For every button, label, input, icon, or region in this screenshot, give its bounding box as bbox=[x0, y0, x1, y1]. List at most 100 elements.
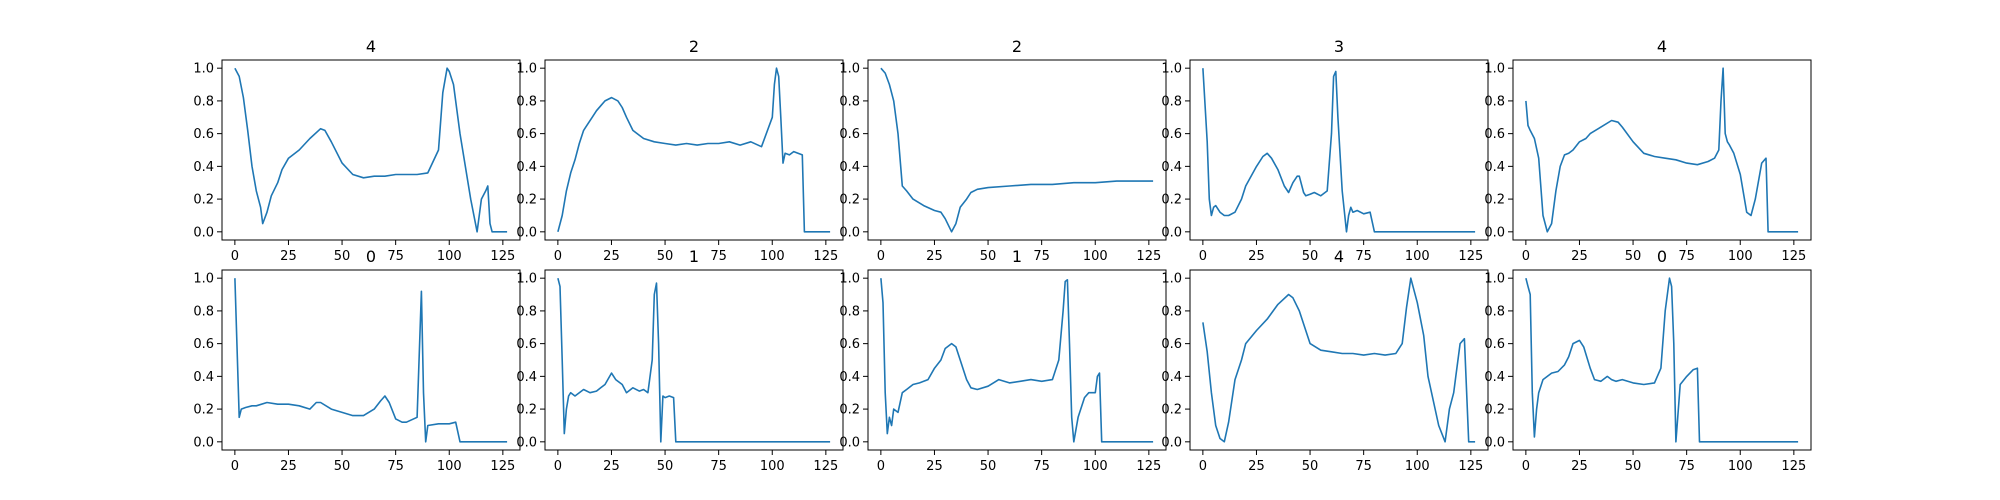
x-tick-label: 75 bbox=[1033, 249, 1050, 264]
x-tick-label: 25 bbox=[1248, 459, 1265, 474]
axes-frame bbox=[1189, 59, 1489, 241]
x-tick-label: 100 bbox=[760, 459, 785, 474]
x-tick-label: 125 bbox=[490, 249, 515, 264]
x-tick-label: 75 bbox=[1355, 249, 1372, 264]
series-line bbox=[557, 278, 831, 443]
x-tick-label: 50 bbox=[657, 459, 674, 474]
subplot-title: 0 bbox=[1657, 247, 1667, 266]
subplot-5: 4 0 25 50 75 100 125 0.0 0.2 0.4 0.6 0.8 1.0 bbox=[1484, 37, 1812, 264]
y-tick-label: 0.2 bbox=[1161, 403, 1182, 418]
x-tick-label: 0 bbox=[231, 459, 239, 474]
y-tick-label: 0.8 bbox=[1161, 304, 1182, 319]
x-tick-label: 0 bbox=[1522, 249, 1530, 264]
y-tick-label: 0.4 bbox=[1161, 160, 1182, 175]
y-tick-label: 0.2 bbox=[193, 193, 214, 208]
y-tick-label: 1.0 bbox=[1161, 62, 1182, 77]
y-tick-label: 0.6 bbox=[516, 337, 537, 352]
y-tick-label: 0.8 bbox=[516, 304, 537, 319]
x-tick-label: 50 bbox=[980, 249, 997, 264]
y-tick-label: 1.0 bbox=[193, 272, 214, 287]
y-tick-label: 0.6 bbox=[839, 337, 860, 352]
y-tick-label: 1.0 bbox=[1484, 272, 1505, 287]
y-tick-label: 0.6 bbox=[1484, 127, 1505, 142]
x-tick-label: 75 bbox=[387, 459, 404, 474]
y-tick-label: 0.8 bbox=[193, 94, 214, 109]
y-tick-label: 0.6 bbox=[839, 127, 860, 142]
x-tick-label: 25 bbox=[926, 459, 943, 474]
y-tick-label: 0.2 bbox=[839, 193, 860, 208]
y-tick-label: 0.0 bbox=[193, 225, 214, 240]
x-tick-label: 100 bbox=[1083, 249, 1108, 264]
x-tick-label: 125 bbox=[1136, 459, 1161, 474]
y-tick-label: 0.0 bbox=[1484, 435, 1505, 450]
x-tick-label: 25 bbox=[603, 249, 620, 264]
x-tick-label: 75 bbox=[1678, 459, 1695, 474]
series-line bbox=[880, 67, 1154, 233]
axes-frame bbox=[544, 59, 844, 241]
y-tick-label: 0.8 bbox=[1484, 94, 1505, 109]
y-tick-label: 0.6 bbox=[1161, 127, 1182, 142]
y-tick-label: 1.0 bbox=[193, 62, 214, 77]
x-tick-label: 100 bbox=[437, 249, 462, 264]
subplot-8: 1 0 25 50 75 100 125 0.0 0.2 0.4 0.6 0.8 1.0 bbox=[839, 247, 1167, 474]
y-tick-label: 0.6 bbox=[1484, 337, 1505, 352]
y-tick-label: 0.4 bbox=[516, 370, 537, 385]
x-tick-label: 125 bbox=[490, 459, 515, 474]
y-tick-label: 0.4 bbox=[1161, 370, 1182, 385]
x-tick-label: 0 bbox=[231, 249, 239, 264]
x-tick-label: 125 bbox=[1781, 249, 1806, 264]
subplot-title: 1 bbox=[1012, 247, 1022, 266]
y-tick-label: 0.4 bbox=[193, 160, 214, 175]
y-tick-label: 0.8 bbox=[839, 304, 860, 319]
series-line bbox=[234, 67, 508, 233]
series-line bbox=[1525, 67, 1799, 233]
x-tick-label: 125 bbox=[1781, 459, 1806, 474]
x-tick-label: 0 bbox=[877, 249, 885, 264]
x-tick-label: 25 bbox=[1248, 249, 1265, 264]
x-tick-label: 0 bbox=[1199, 459, 1207, 474]
subplot-10: 0 0 25 50 75 100 125 0.0 0.2 0.4 0.6 0.8 1.0 bbox=[1484, 247, 1812, 474]
y-tick-label: 0.2 bbox=[516, 403, 537, 418]
series-line bbox=[880, 278, 1154, 443]
y-tick-label: 0.0 bbox=[193, 435, 214, 450]
x-tick-label: 0 bbox=[554, 249, 562, 264]
x-tick-label: 75 bbox=[710, 249, 727, 264]
y-tick-label: 1.0 bbox=[839, 272, 860, 287]
x-tick-label: 25 bbox=[280, 249, 297, 264]
x-tick-label: 125 bbox=[1458, 459, 1483, 474]
x-tick-label: 100 bbox=[760, 249, 785, 264]
x-tick-label: 125 bbox=[813, 459, 838, 474]
subplot-title: 2 bbox=[689, 37, 699, 56]
y-tick-label: 0.4 bbox=[193, 370, 214, 385]
series-line bbox=[234, 278, 508, 443]
x-tick-label: 100 bbox=[437, 459, 462, 474]
y-tick-label: 0.0 bbox=[839, 435, 860, 450]
axes-frame bbox=[1512, 269, 1812, 451]
y-tick-label: 0.6 bbox=[193, 337, 214, 352]
y-tick-label: 0.8 bbox=[516, 94, 537, 109]
y-tick-label: 0.8 bbox=[1484, 304, 1505, 319]
y-tick-label: 0.0 bbox=[1161, 435, 1182, 450]
x-tick-label: 50 bbox=[980, 459, 997, 474]
y-tick-label: 0.4 bbox=[839, 160, 860, 175]
y-tick-label: 1.0 bbox=[1161, 272, 1182, 287]
y-tick-label: 0.2 bbox=[193, 403, 214, 418]
x-tick-label: 50 bbox=[334, 459, 351, 474]
x-tick-label: 75 bbox=[1355, 459, 1372, 474]
subplot-title: 0 bbox=[366, 247, 376, 266]
x-tick-label: 50 bbox=[1625, 249, 1642, 264]
x-tick-label: 25 bbox=[1571, 459, 1588, 474]
x-tick-label: 75 bbox=[1033, 459, 1050, 474]
y-tick-label: 0.8 bbox=[193, 304, 214, 319]
subplot-title: 4 bbox=[1334, 247, 1344, 266]
y-tick-label: 1.0 bbox=[1484, 62, 1505, 77]
axes-frame bbox=[1189, 269, 1489, 451]
x-tick-label: 100 bbox=[1083, 459, 1108, 474]
x-tick-label: 25 bbox=[926, 249, 943, 264]
y-tick-label: 0.0 bbox=[1484, 225, 1505, 240]
x-tick-label: 125 bbox=[1136, 249, 1161, 264]
x-tick-label: 100 bbox=[1405, 459, 1430, 474]
x-tick-label: 50 bbox=[657, 249, 674, 264]
x-tick-label: 50 bbox=[334, 249, 351, 264]
